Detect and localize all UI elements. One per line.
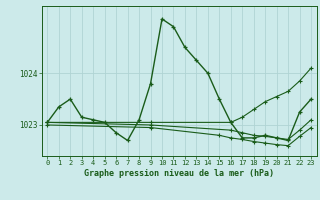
X-axis label: Graphe pression niveau de la mer (hPa): Graphe pression niveau de la mer (hPa) xyxy=(84,169,274,178)
